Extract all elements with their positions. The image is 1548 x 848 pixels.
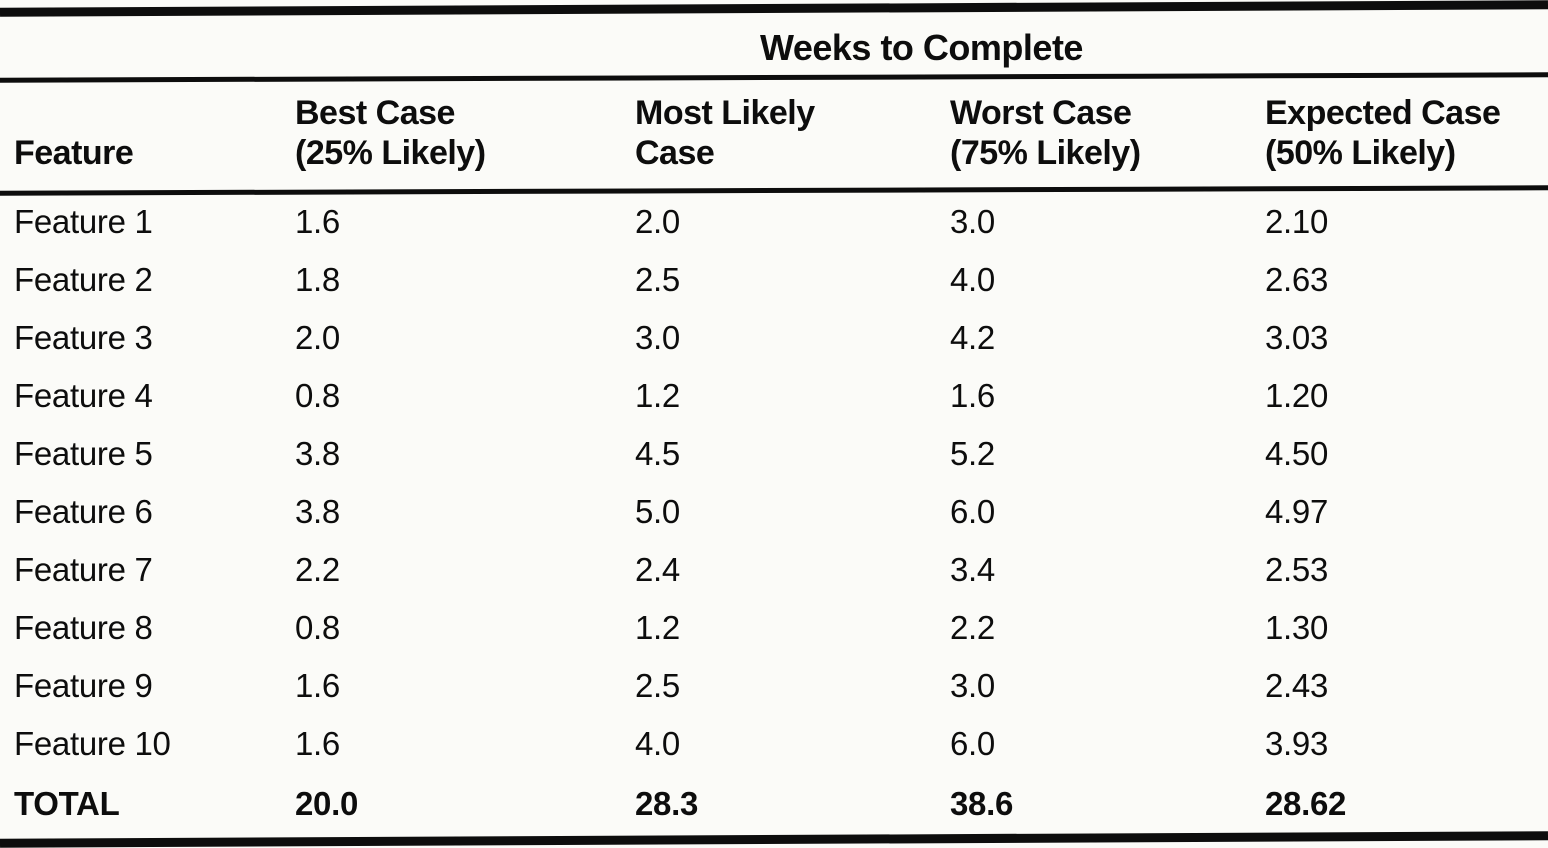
cell-expected-case: 4.97 (1265, 493, 1329, 530)
cell-best-case: 1.6 (295, 667, 340, 704)
cell-best-case: 2.0 (295, 319, 340, 356)
column-header-expected-case: Expected Case (50% Likely) (1265, 93, 1548, 173)
cell-best-case: 2.2 (295, 551, 340, 588)
cell-most-likely: 2.4 (635, 551, 680, 588)
column-header-line2: (50% Likely) (1265, 134, 1456, 172)
table-row: Feature 5 3.8 4.5 5.2 4.50 (0, 425, 1548, 483)
table-title: Weeks to Complete (760, 27, 1083, 68)
cell-expected-case: 4.50 (1265, 435, 1329, 472)
cell-worst-case: 1.6 (950, 377, 995, 414)
spanning-header-row: Weeks to Complete (0, 13, 1548, 75)
cell-expected-case: 3.03 (1265, 319, 1329, 356)
table-row: Feature 3 2.0 3.0 4.2 3.03 (0, 309, 1548, 367)
cell-most-likely: 3.0 (635, 319, 680, 356)
cell-feature: Feature 8 (14, 609, 153, 646)
table-row: Feature 10 1.6 4.0 6.0 3.93 (0, 715, 1548, 773)
column-header-feature: Feature (14, 133, 295, 173)
column-header-line1: Best Case (295, 94, 455, 132)
cell-worst-case: 3.0 (950, 667, 995, 704)
table-row: Feature 6 3.8 5.0 6.0 4.97 (0, 483, 1548, 541)
column-header-line1: Worst Case (950, 94, 1132, 132)
column-header-line2: (75% Likely) (950, 134, 1141, 172)
cell-feature: Feature 6 (14, 493, 153, 530)
cell-expected-case: 2.10 (1265, 203, 1329, 240)
cell-worst-case: 38.6 (950, 785, 1014, 822)
cell-worst-case: 4.0 (950, 261, 995, 298)
cell-expected-case: 2.63 (1265, 261, 1329, 298)
cell-feature: TOTAL (14, 785, 120, 822)
column-header-most-likely-case: Most Likely Case (635, 93, 950, 173)
column-header-line1: Most Likely (635, 94, 815, 132)
cell-worst-case: 3.4 (950, 551, 995, 588)
cell-worst-case: 4.2 (950, 319, 995, 356)
cell-most-likely: 1.2 (635, 609, 680, 646)
cell-worst-case: 5.2 (950, 435, 995, 472)
cell-best-case: 1.6 (295, 725, 340, 762)
table-row: Feature 8 0.8 1.2 2.2 1.30 (0, 599, 1548, 657)
cell-best-case: 20.0 (295, 785, 359, 822)
cell-worst-case: 6.0 (950, 493, 995, 530)
cell-feature: Feature 1 (14, 203, 153, 240)
cell-most-likely: 4.5 (635, 435, 680, 472)
cell-most-likely: 1.2 (635, 377, 680, 414)
table-total-row: TOTAL 20.0 28.3 38.6 28.62 (0, 773, 1548, 835)
cell-most-likely: 2.0 (635, 203, 680, 240)
cell-best-case: 3.8 (295, 493, 340, 530)
cell-most-likely: 28.3 (635, 785, 699, 822)
cell-expected-case: 1.20 (1265, 377, 1329, 414)
cell-best-case: 1.8 (295, 261, 340, 298)
cell-best-case: 0.8 (295, 377, 340, 414)
table-row: Feature 7 2.2 2.4 3.4 2.53 (0, 541, 1548, 599)
column-header-worst-case: Worst Case (75% Likely) (950, 93, 1265, 173)
cell-feature: Feature 4 (14, 377, 153, 414)
cell-worst-case: 3.0 (950, 203, 995, 240)
column-header-row: Feature Best Case (25% Likely) Most Like… (0, 80, 1548, 188)
cell-most-likely: 2.5 (635, 667, 680, 704)
cell-expected-case: 2.43 (1265, 667, 1329, 704)
cell-feature: Feature 3 (14, 319, 153, 356)
cell-feature: Feature 2 (14, 261, 153, 298)
column-header-line2: Feature (14, 134, 134, 172)
cell-worst-case: 6.0 (950, 725, 995, 762)
table-row: Feature 2 1.8 2.5 4.0 2.63 (0, 251, 1548, 309)
cell-most-likely: 2.5 (635, 261, 680, 298)
cell-expected-case: 3.93 (1265, 725, 1329, 762)
cell-worst-case: 2.2 (950, 609, 995, 646)
table-row: Feature 9 1.6 2.5 3.0 2.43 (0, 657, 1548, 715)
cell-feature: Feature 9 (14, 667, 153, 704)
cell-most-likely: 5.0 (635, 493, 680, 530)
column-header-best-case: Best Case (25% Likely) (295, 93, 635, 173)
cell-best-case: 0.8 (295, 609, 340, 646)
cell-feature: Feature 7 (14, 551, 153, 588)
column-header-line1: Expected Case (1265, 94, 1501, 132)
cell-feature: Feature 5 (14, 435, 153, 472)
column-header-line2: (25% Likely) (295, 134, 486, 172)
table-row: Feature 1 1.6 2.0 3.0 2.10 (0, 193, 1548, 251)
cell-expected-case: 1.30 (1265, 609, 1329, 646)
table-row: Feature 4 0.8 1.2 1.6 1.20 (0, 367, 1548, 425)
cell-feature: Feature 10 (14, 725, 171, 762)
cell-most-likely: 4.0 (635, 725, 680, 762)
cell-expected-case: 28.62 (1265, 785, 1347, 822)
cell-expected-case: 2.53 (1265, 551, 1329, 588)
column-header-line2: Case (635, 134, 715, 172)
cell-best-case: 1.6 (295, 203, 340, 240)
cell-best-case: 3.8 (295, 435, 340, 472)
